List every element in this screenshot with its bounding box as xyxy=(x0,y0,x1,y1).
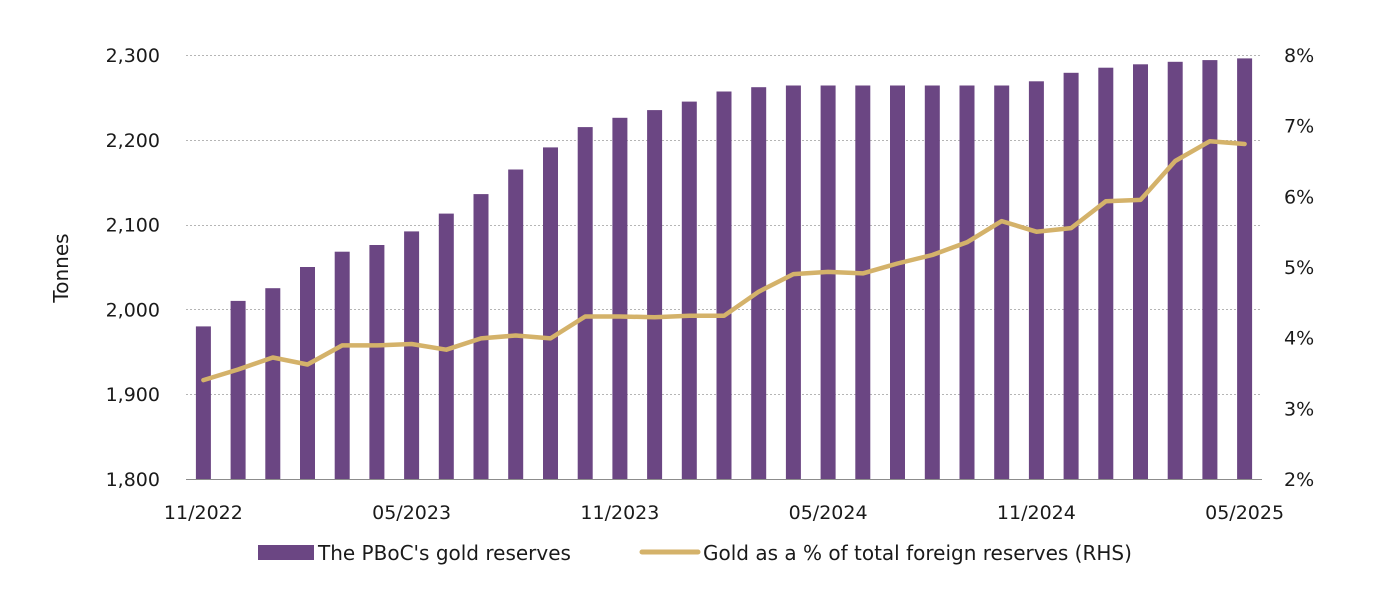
bar xyxy=(924,85,940,479)
bar xyxy=(195,326,211,479)
line-series xyxy=(201,138,1247,383)
x-axis-ticks: 11/2022 05/2023 11/2023 05/2024 11/2024 05/20… xyxy=(164,502,1284,524)
series-line xyxy=(201,138,1247,383)
bar xyxy=(890,85,905,479)
bar xyxy=(265,288,281,479)
bar-series xyxy=(195,58,1253,480)
x-tick-label: 11/2023 xyxy=(580,502,659,524)
bar xyxy=(230,300,246,479)
bar xyxy=(716,91,732,479)
bar xyxy=(577,127,593,479)
bar xyxy=(300,267,315,479)
bar xyxy=(994,85,1010,479)
x-tick-label: 11/2022 xyxy=(164,502,243,524)
bar xyxy=(681,101,697,479)
y-right-tick-label: 3% xyxy=(1284,398,1314,420)
bar xyxy=(1098,67,1114,479)
legend-label-bar: The PBoC's gold reserves xyxy=(317,541,571,565)
y-left-tick-label: 1,900 xyxy=(106,384,160,406)
bar xyxy=(1237,58,1253,480)
bar xyxy=(404,231,420,479)
y-right-tick-label: 4% xyxy=(1284,328,1314,350)
bar xyxy=(855,85,871,479)
bar xyxy=(1133,64,1148,480)
bar xyxy=(1028,81,1044,480)
bar xyxy=(543,147,558,479)
left-axis-ticks: 1,800 1,900 2,000 2,100 2,200 2,300 xyxy=(106,45,160,491)
bar xyxy=(369,245,385,479)
x-tick-label: 05/2025 xyxy=(1205,502,1284,524)
y-right-tick-label: 8% xyxy=(1284,45,1314,67)
bar xyxy=(508,169,524,479)
x-tick-label: 11/2024 xyxy=(997,502,1076,524)
bar xyxy=(959,85,975,479)
bar xyxy=(785,85,801,479)
x-tick-label: 05/2024 xyxy=(789,502,868,524)
bar xyxy=(1063,72,1079,480)
y-left-tick-label: 2,000 xyxy=(106,299,160,321)
bar xyxy=(820,85,836,479)
y-right-tick-label: 6% xyxy=(1284,186,1314,208)
bar xyxy=(751,87,767,479)
bar xyxy=(334,251,350,479)
bar xyxy=(612,117,628,480)
legend-swatch-bar xyxy=(258,545,314,560)
y-right-tick-label: 7% xyxy=(1284,116,1314,138)
y-right-tick-label: 5% xyxy=(1284,257,1314,279)
legend: The PBoC's gold reserves Gold as a % of … xyxy=(258,541,1132,565)
bar xyxy=(1167,61,1183,480)
y-right-tick-label: 2% xyxy=(1284,469,1314,491)
right-axis-ticks: 2% 3% 4% 5% 6% 7% 8% xyxy=(1284,45,1314,491)
legend-label-line: Gold as a % of total foreign reserves (R… xyxy=(703,541,1132,565)
y-left-tick-label: 2,100 xyxy=(106,215,160,237)
y-left-tick-label: 1,800 xyxy=(106,469,160,491)
x-tick-label: 05/2023 xyxy=(372,502,451,524)
bar xyxy=(438,213,454,479)
y-left-tick-label: 2,300 xyxy=(106,45,160,67)
bar xyxy=(1202,60,1218,479)
bar xyxy=(647,110,663,479)
y-left-tick-label: 2,200 xyxy=(106,130,160,152)
y-axis-title: Tonnes xyxy=(49,233,73,303)
